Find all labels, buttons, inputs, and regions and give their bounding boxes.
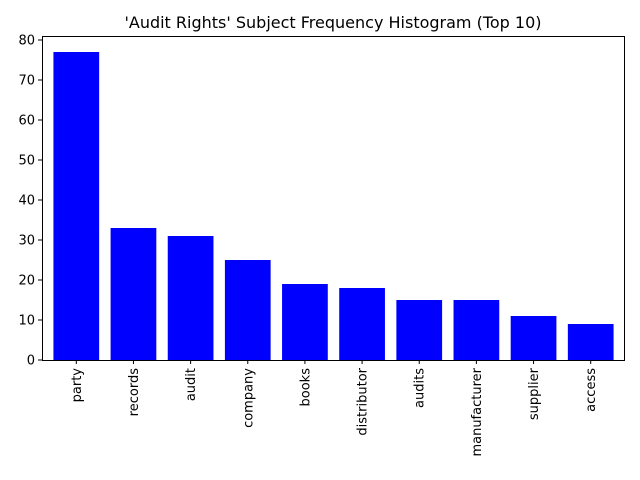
bar-records [110,228,157,360]
y-tick-label: 80 [18,34,35,49]
bar-audit [167,236,214,360]
y-tick-label: 50 [18,154,35,169]
bar-access [567,324,614,360]
bar-distributor [339,288,385,360]
y-tick-label: 40 [18,194,35,209]
bar-audits [396,300,443,360]
x-tick-label-records: records [127,368,142,417]
y-tick-label: 60 [18,114,35,129]
y-tick-label: 30 [18,234,35,249]
bar-party [53,52,100,360]
chart-title: 'Audit Rights' Subject Frequency Histogr… [124,13,541,32]
x-tick-label-access: access [584,368,599,412]
x-tick-label-distributor: distributor [356,367,371,435]
y-tick-label: 10 [18,314,35,329]
bar-company [224,260,271,360]
bar-manufacturer [453,300,500,360]
x-tick-label-supplier: supplier [527,367,542,420]
x-tick-label-books: books [298,368,313,407]
y-tick-label: 0 [27,354,35,369]
bar-books [282,284,328,360]
x-tick-label-audits: audits [413,368,428,408]
x-tick-label-audit: audit [184,368,199,401]
x-tick-label-party: party [70,368,85,403]
plot-area: 0 10 20 30 40 50 60 70 80 party records audit compan… [18,34,614,457]
bar-supplier [510,316,557,360]
y-tick-label: 70 [18,74,35,89]
x-tick-label-company: company [241,368,256,428]
x-tick-label-manufacturer: manufacturer [470,367,485,456]
y-tick-label: 20 [18,274,35,289]
plot-frame [42,36,625,361]
